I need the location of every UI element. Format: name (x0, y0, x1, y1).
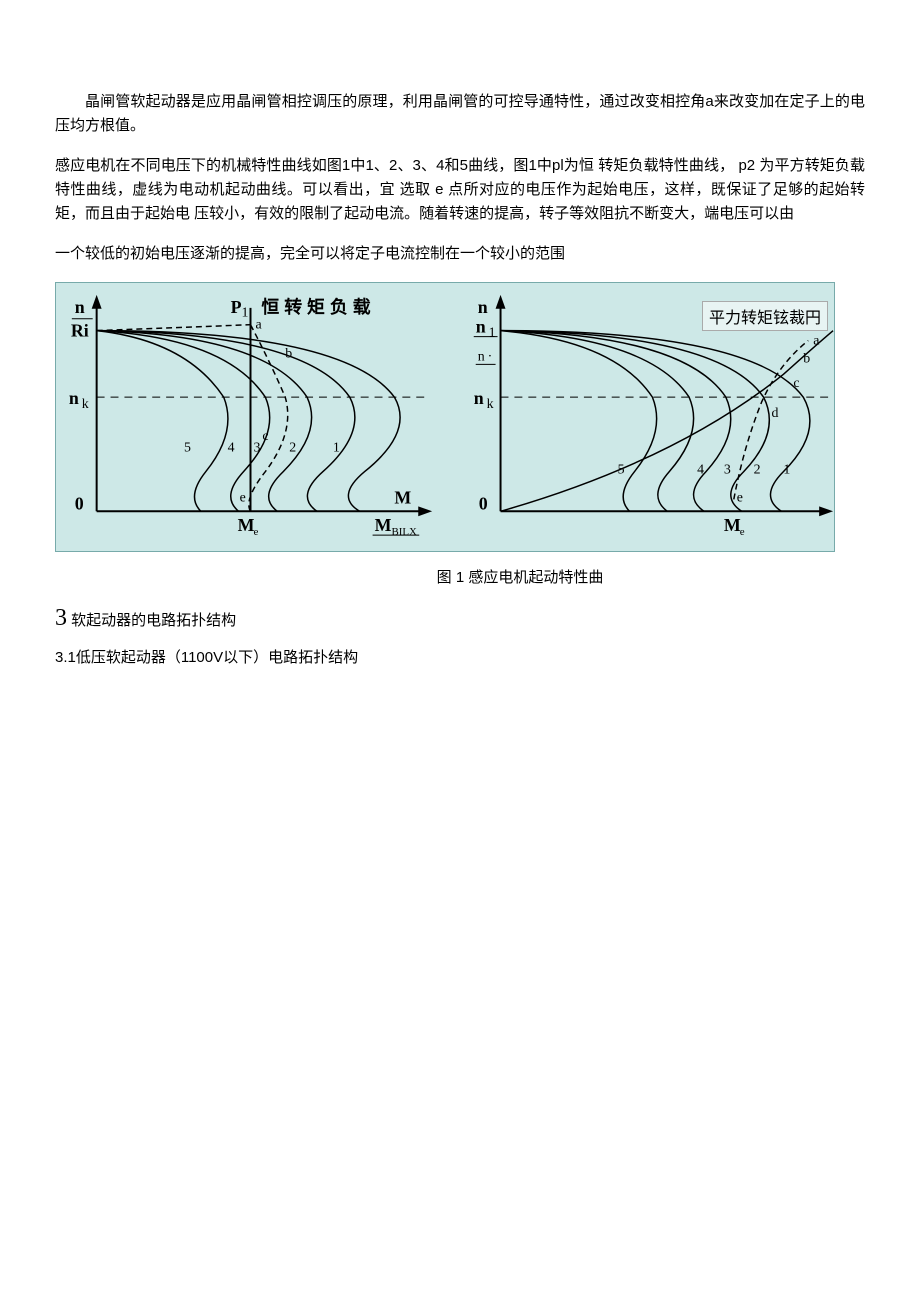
left-chart-panel: n Ri n k 0 P 1 恒 转 矩 负 载 a b c e 5 4 3 2… (56, 283, 445, 551)
left-Me: M (238, 515, 255, 535)
left-nk-n: n (69, 388, 79, 408)
right-origin: 0 (479, 493, 488, 513)
left-M: M (394, 487, 411, 507)
left-y-arrow (92, 295, 102, 309)
left-Me-sub: e (253, 526, 258, 538)
paragraph-2: 感应电机在不同电压下的机械特性曲线如图1中1、2、3、4和5曲线，图1中pl为恒… (55, 154, 865, 226)
left-chart-svg: n Ri n k 0 P 1 恒 转 矩 负 载 a b c e 5 4 3 2… (56, 283, 445, 551)
right-n1: n (476, 317, 486, 337)
left-x-arrow (418, 506, 432, 516)
left-dashed-top (97, 325, 251, 331)
left-nk-sub: k (82, 397, 89, 412)
left-title: 恒 转 矩 负 载 (261, 296, 370, 317)
left-curve-3 (97, 331, 312, 512)
right-pt-a: a (813, 334, 819, 349)
right-curve-3 (501, 331, 731, 512)
right-curve-5 (501, 331, 657, 512)
right-Me-sub: e (740, 526, 745, 538)
left-p1-sub: 1 (242, 306, 249, 321)
right-y-arrow (496, 295, 506, 309)
right-chart-panel: 平力转矩铉裁円 n n 1 n · (445, 283, 834, 551)
left-lbl-1: 1 (333, 441, 340, 456)
section-3-heading: 3 软起动器的电路拓扑结构 (55, 605, 865, 632)
left-pt-b: b (285, 346, 292, 361)
right-lbl-3: 3 (724, 463, 731, 478)
left-lbl-3: 3 (253, 441, 260, 456)
right-nk-sub: k (487, 397, 494, 412)
right-pt-d: d (772, 406, 779, 421)
left-curve-5 (97, 331, 228, 512)
left-pt-c: c (262, 429, 268, 444)
right-lbl-2: 2 (754, 463, 761, 478)
right-title-box: 平力转矩铉裁円 (702, 301, 828, 331)
paragraph-3: 一个较低的初始电压逐渐的提高，完全可以将定子电流控制在一个较小的范围 (55, 242, 865, 266)
left-lbl-4: 4 (228, 441, 235, 456)
section-3-num: 3 (55, 605, 67, 631)
left-dashed-start-curve (249, 325, 288, 512)
right-lbl-4: 4 (697, 463, 704, 478)
right-lbl-5: 5 (618, 463, 625, 478)
right-nprime-dot: · (488, 349, 493, 364)
right-pt-e: e (737, 490, 743, 505)
left-Mmax: M (375, 515, 392, 535)
right-load-curve (501, 331, 834, 512)
left-Mmax-sub: BILX (391, 526, 417, 538)
left-pt-a: a (255, 318, 261, 333)
right-curve-1 (501, 331, 810, 512)
subsection-3-1: 3.1低压软起动器（1100V以下）电路拓扑结构 (55, 646, 865, 667)
right-nk-n: n (474, 388, 484, 408)
left-origin: 0 (75, 493, 84, 513)
paragraph-1: 晶闸管软起动器是应用晶闸管相控调压的原理，利用晶闸管的可控导通特性，通过改变相控… (55, 90, 865, 138)
right-n: n (478, 297, 488, 317)
left-pt-e: e (240, 490, 246, 505)
right-x-arrow (819, 506, 833, 516)
left-p1: P (231, 297, 242, 317)
left-lbl-5: 5 (184, 441, 191, 456)
figure-1: n Ri n k 0 P 1 恒 转 矩 负 载 a b c e 5 4 3 2… (55, 282, 835, 552)
left-curve-2 (97, 331, 355, 512)
left-n-label: n (75, 297, 85, 317)
right-lbl-1: 1 (783, 463, 790, 478)
right-nprime: n (478, 349, 485, 364)
left-lbl-2: 2 (289, 441, 296, 456)
left-ri-label: Ri (71, 321, 89, 341)
right-curve-2 (501, 331, 770, 512)
figure-1-caption: 图 1 感应电机起动特性曲 (55, 566, 865, 587)
right-n1-sub: 1 (489, 326, 496, 341)
right-curve-4 (501, 331, 694, 512)
right-pt-c: c (793, 376, 799, 391)
right-Me: M (724, 515, 741, 535)
section-3-title: 软起动器的电路拓扑结构 (67, 612, 236, 629)
right-pt-b: b (803, 351, 810, 366)
